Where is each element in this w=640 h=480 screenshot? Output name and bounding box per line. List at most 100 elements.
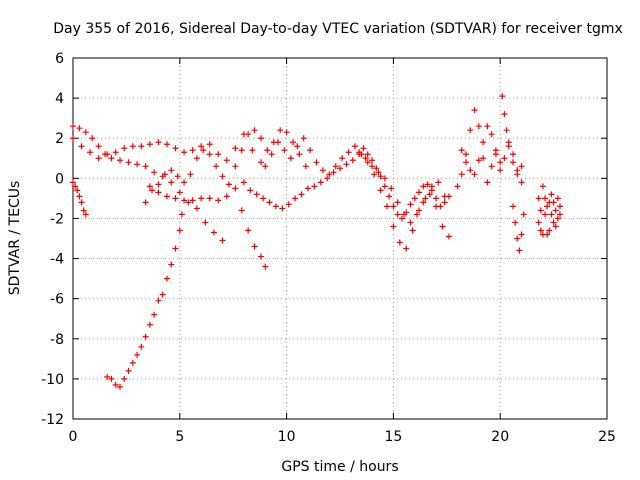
data-point	[416, 189, 423, 196]
data-point	[125, 367, 132, 374]
data-point	[518, 163, 525, 170]
data-point	[403, 209, 410, 216]
data-point	[238, 207, 245, 214]
data-point	[80, 207, 87, 214]
data-point	[364, 159, 371, 166]
series-arc-n	[535, 195, 564, 238]
data-point	[351, 143, 358, 150]
data-point	[134, 161, 141, 168]
series-arc-d	[104, 211, 185, 390]
data-point	[163, 141, 170, 148]
series-arc-l	[510, 203, 527, 254]
data-point	[112, 381, 119, 388]
data-point	[497, 159, 504, 166]
data-point	[381, 183, 388, 190]
data-point	[480, 155, 487, 162]
data-point	[501, 155, 508, 162]
data-point	[78, 143, 85, 150]
data-point	[518, 231, 525, 238]
data-point	[518, 179, 525, 186]
data-point	[484, 179, 491, 186]
data-point	[202, 219, 209, 226]
data-point	[181, 179, 188, 186]
data-point	[168, 167, 175, 174]
data-point	[155, 189, 162, 196]
data-point	[539, 183, 546, 190]
data-point	[535, 219, 542, 226]
data-point	[277, 127, 284, 134]
data-point	[407, 219, 414, 226]
data-point	[307, 147, 314, 154]
data-point	[176, 227, 183, 234]
x-axis-label: GPS time / hours	[281, 459, 398, 475]
data-point	[437, 203, 444, 210]
data-point	[232, 163, 239, 170]
data-point	[185, 199, 192, 206]
data-point	[298, 191, 305, 198]
grid	[73, 58, 607, 419]
data-point	[251, 243, 258, 250]
data-point	[514, 171, 521, 178]
data-point	[215, 151, 222, 158]
data-point	[339, 155, 346, 162]
data-point	[129, 143, 136, 150]
data-point	[403, 245, 410, 252]
plot-frame	[72, 57, 608, 420]
data-point	[364, 151, 371, 158]
data-point	[552, 207, 559, 214]
data-point	[257, 135, 264, 142]
data-point	[480, 139, 487, 146]
data-point	[219, 237, 226, 244]
data-point	[381, 175, 388, 182]
data-point	[463, 151, 470, 158]
data-point	[497, 167, 504, 174]
data-point	[146, 183, 153, 190]
data-point	[121, 375, 128, 382]
data-point	[142, 163, 149, 170]
data-point	[304, 185, 311, 192]
data-point	[283, 129, 290, 136]
data-point	[413, 211, 420, 218]
data-points	[70, 93, 564, 390]
data-point	[151, 311, 158, 318]
series-arc-h	[262, 135, 448, 252]
data-point	[377, 173, 384, 180]
data-point	[516, 247, 523, 254]
data-point	[251, 127, 258, 134]
data-point	[163, 193, 170, 200]
data-point	[492, 147, 499, 154]
data-point	[332, 163, 339, 170]
data-point	[411, 195, 418, 202]
data-point	[537, 227, 544, 234]
y-tick-label: 6	[55, 51, 64, 67]
x-tick-label: 5	[175, 429, 184, 445]
series-arc-i	[356, 145, 452, 222]
data-point	[520, 211, 527, 218]
y-tick-label: -8	[50, 332, 64, 348]
data-point	[377, 187, 384, 194]
data-point	[441, 199, 448, 206]
data-point	[349, 157, 356, 164]
data-point	[557, 203, 564, 210]
data-point	[95, 155, 102, 162]
y-tick-label: 4	[55, 91, 64, 107]
data-point	[149, 187, 156, 194]
data-point	[458, 147, 465, 154]
data-point	[172, 145, 179, 152]
data-point	[181, 149, 188, 156]
y-tick-label: -12	[41, 412, 64, 428]
data-point	[142, 333, 149, 340]
data-point	[78, 199, 85, 206]
data-point	[249, 147, 256, 154]
data-point	[445, 193, 452, 200]
data-point	[257, 253, 264, 260]
data-point	[510, 203, 517, 210]
data-point	[388, 185, 395, 192]
data-point	[337, 165, 343, 172]
data-point	[471, 107, 478, 114]
data-point	[245, 131, 252, 138]
data-point	[193, 155, 200, 162]
data-point	[89, 135, 96, 142]
data-point	[134, 351, 141, 358]
data-point	[198, 195, 205, 202]
